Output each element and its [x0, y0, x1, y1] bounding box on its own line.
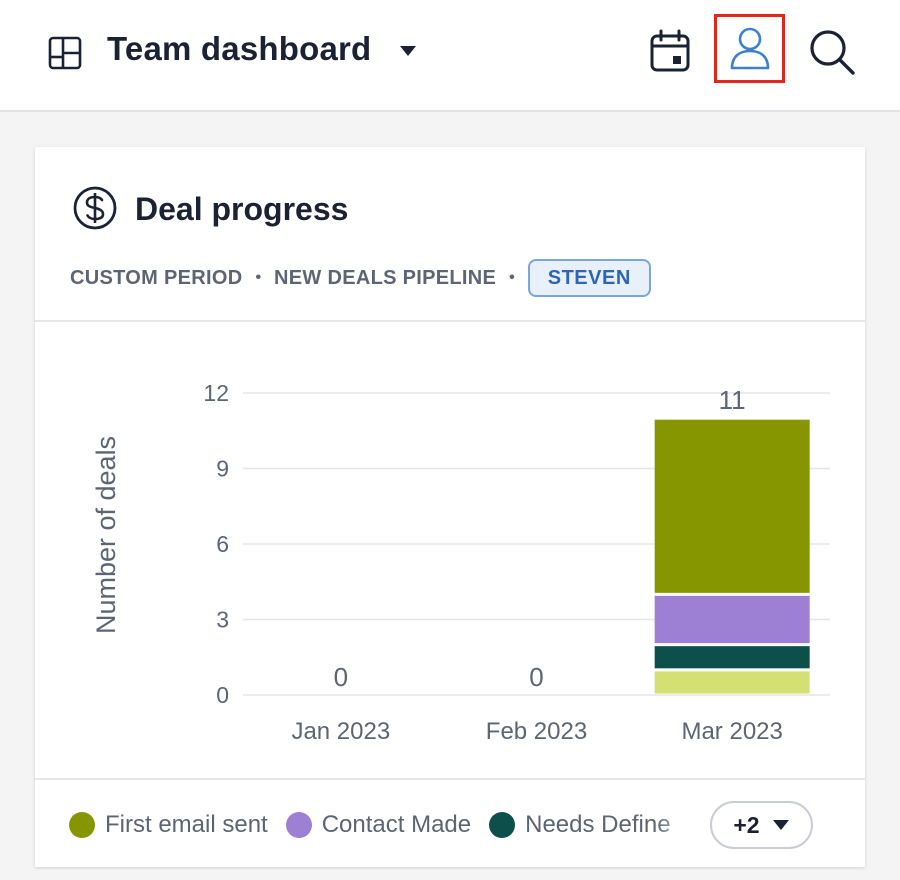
- chart-svg: 0 3 6 9 12 Number of deals 0 Jan 2023 0 Feb 2023 1…: [91, 380, 830, 745]
- x-tick-label: Jan 2023: [291, 718, 390, 745]
- card-title: Deal progress: [135, 191, 349, 227]
- legend-more-label: +2: [733, 811, 760, 838]
- chart-legend: First email sent Contact Made Needs Define…: [35, 778, 865, 867]
- search-button[interactable]: [806, 26, 858, 78]
- deal-progress-chart: 0 3 6 9 12 Number of deals 0 Jan 2023 0 Feb 2023 1…: [35, 322, 865, 778]
- legend-color-dot: [489, 812, 516, 838]
- legend-color-dot: [285, 812, 312, 838]
- owner-badge[interactable]: STEVEN: [527, 259, 651, 297]
- meta-separator: •: [255, 269, 262, 286]
- bar-total-label: 0: [334, 662, 348, 692]
- legend-fade: [655, 800, 715, 850]
- y-tick-label: 0: [216, 682, 229, 708]
- bar-total-label: 0: [529, 662, 543, 692]
- y-tick-label: 3: [216, 607, 229, 633]
- bar-segment: [654, 671, 810, 694]
- legend-item[interactable]: Contact Made: [285, 811, 472, 839]
- user-filter-button[interactable]: [714, 14, 785, 83]
- dashboard-grid-icon[interactable]: [48, 36, 82, 70]
- x-tick-label: Mar 2023: [681, 718, 782, 745]
- y-axis-label: Number of deals: [91, 436, 121, 634]
- calendar-icon: [650, 29, 690, 72]
- legend-label: Needs Define: [525, 811, 671, 838]
- caret-down-icon[interactable]: [398, 44, 418, 58]
- y-tick-label: 12: [203, 380, 229, 406]
- legend-items: First email sent Contact Made Needs Define: [69, 800, 709, 850]
- bar-total-label: 11: [719, 385, 746, 415]
- x-tick-label: Feb 2023: [486, 718, 587, 745]
- legend-color-dot: [69, 812, 95, 838]
- user-icon: [730, 27, 770, 70]
- legend-label: First email sent: [105, 811, 268, 838]
- bar-segment: [654, 595, 810, 644]
- legend-more-button[interactable]: +2: [710, 801, 813, 849]
- y-tick-label: 9: [216, 456, 229, 482]
- card-meta: CUSTOM PERIOD • NEW DEALS PIPELINE • STE…: [70, 259, 651, 297]
- bar-segment: [654, 646, 810, 669]
- dollar-circle-icon: [73, 186, 117, 230]
- search-icon: [810, 30, 855, 75]
- legend-item[interactable]: First email sent: [69, 811, 268, 839]
- legend-item[interactable]: Needs Define: [489, 811, 671, 839]
- y-tick-label: 6: [216, 531, 229, 557]
- pipeline-label: NEW DEALS PIPELINE: [274, 266, 497, 289]
- period-label: CUSTOM PERIOD: [70, 266, 243, 289]
- caret-down-icon: [772, 820, 789, 830]
- meta-separator: •: [509, 269, 515, 286]
- bar-segment: [654, 419, 810, 593]
- legend-label: Contact Made: [321, 811, 472, 838]
- deal-progress-card[interactable]: Deal progress CUSTOM PERIOD • NEW DEALS …: [35, 147, 865, 867]
- dashboard-title[interactable]: Team dashboard: [107, 30, 372, 67]
- card-header: Deal progress CUSTOM PERIOD • NEW DEALS …: [35, 147, 865, 322]
- top-bar: Team dashboard: [0, 0, 900, 112]
- calendar-button[interactable]: [646, 28, 694, 76]
